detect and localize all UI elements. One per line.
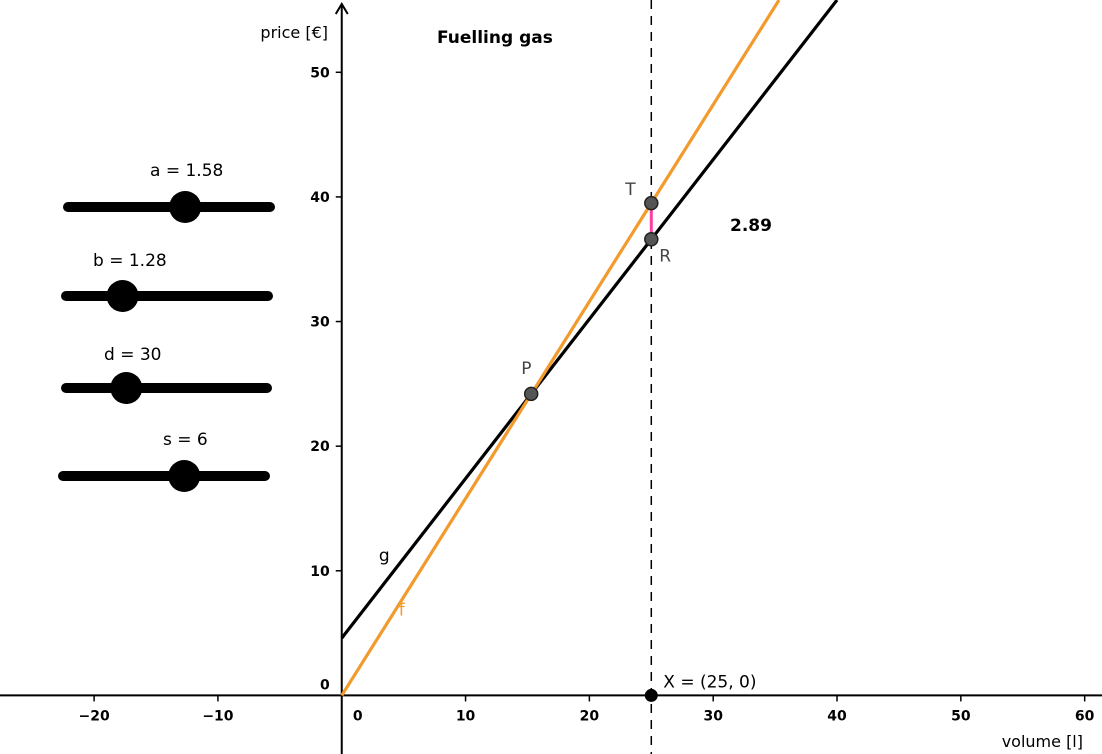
slider-d-label: d = 30: [104, 345, 161, 365]
x-tick-label: 20: [580, 708, 600, 724]
line-f[interactable]: [340, 0, 781, 697]
point-r-label: R: [659, 246, 671, 266]
y-tick-label: 30: [310, 315, 330, 331]
x-tick-label: 50: [951, 708, 971, 724]
slider-b-label: b = 1.28: [93, 251, 167, 271]
y-tick-label: 10: [310, 564, 330, 580]
point-x[interactable]: [644, 688, 658, 702]
y-axis-label: price [€]: [260, 23, 328, 42]
point-t-label: T: [624, 180, 636, 200]
y-tick-label: 50: [310, 65, 330, 81]
slider-a-label: a = 1.58: [150, 161, 223, 181]
point-p[interactable]: [523, 386, 539, 402]
x-tick-label: 10: [456, 708, 476, 724]
slider-d-handle[interactable]: [110, 372, 143, 404]
x-tick-label: −10: [202, 708, 233, 724]
x-tick-label: 40: [827, 708, 847, 724]
line-g[interactable]: [340, 0, 839, 640]
line-f-label: f: [399, 601, 406, 621]
slider-b-handle[interactable]: [106, 280, 139, 312]
slider-s-label: s = 6: [163, 430, 208, 450]
difference-label: 2.89: [730, 216, 772, 236]
slider-s[interactable]: s = 6: [58, 430, 270, 492]
x-tick-label: 60: [1075, 708, 1095, 724]
point-p-label: P: [521, 359, 531, 379]
sliders-panel[interactable]: a = 1.58 b = 1.28 d = 30 s = 6: [58, 161, 275, 492]
point-t[interactable]: [644, 195, 659, 211]
slider-d[interactable]: d = 30: [61, 345, 272, 404]
y-axis-arrow-icon: [334, 2, 349, 15]
line-g-label: g: [379, 546, 390, 566]
slider-a-handle[interactable]: [169, 191, 202, 223]
graph-title: Fuelling gas: [437, 28, 553, 48]
x-axis-label: volume [l]: [1002, 732, 1083, 751]
x-tick-label: 30: [703, 708, 723, 724]
y-tick-label: 20: [310, 439, 330, 455]
lines-layer: fg: [340, 0, 839, 754]
slider-a[interactable]: a = 1.58: [63, 161, 275, 223]
slider-b[interactable]: b = 1.28: [61, 251, 273, 312]
points-layer: P T R X = (25, 0): [521, 180, 757, 702]
point-r[interactable]: [644, 232, 659, 247]
y-tick-label: 0: [320, 677, 330, 693]
point-x-label: X = (25, 0): [663, 672, 756, 692]
slider-s-handle[interactable]: [168, 460, 201, 492]
y-tick-label: 40: [310, 190, 330, 206]
x-tick-label: −20: [78, 708, 109, 724]
x-tick-label: 0: [353, 708, 363, 724]
